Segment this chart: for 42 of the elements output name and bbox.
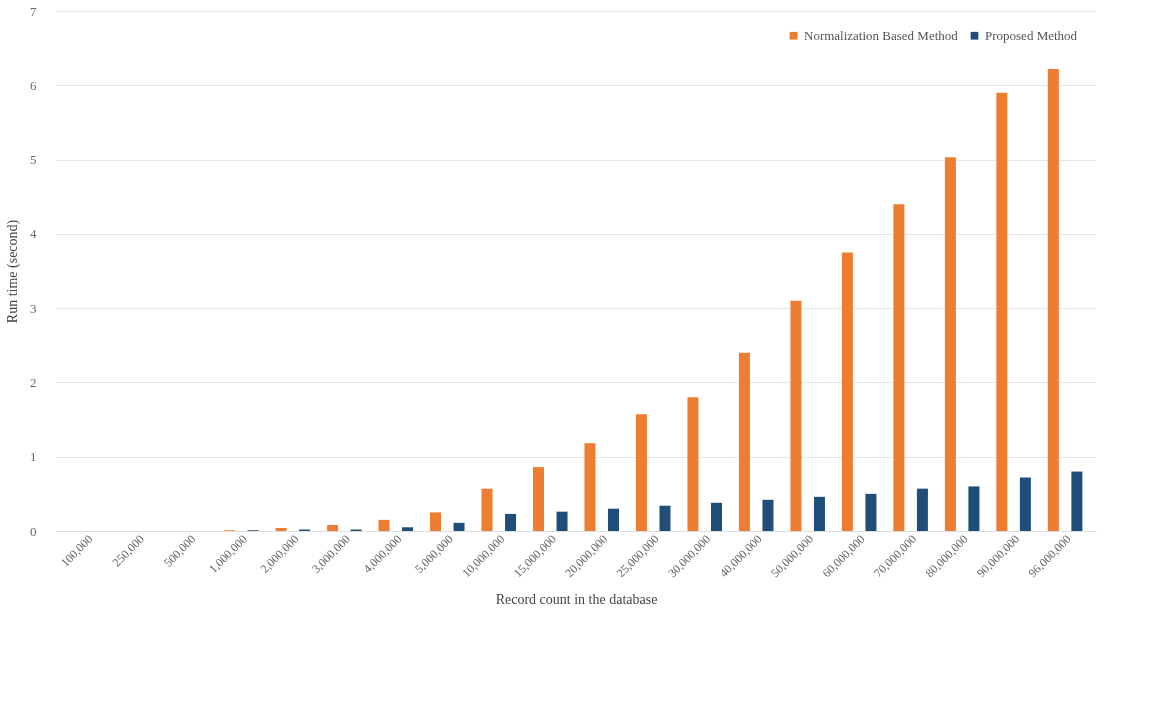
bar xyxy=(430,512,442,531)
bar xyxy=(659,505,671,531)
y-tick-label: 5 xyxy=(30,152,37,168)
bar xyxy=(865,493,877,531)
bar xyxy=(1019,477,1031,531)
bar xyxy=(1047,68,1059,531)
bar xyxy=(813,496,825,531)
bar xyxy=(893,204,905,531)
bar xyxy=(687,397,699,531)
bar xyxy=(1071,471,1083,531)
y-tick-label: 4 xyxy=(30,226,37,242)
y-tick-label: 3 xyxy=(30,300,37,316)
bar xyxy=(532,467,544,531)
x-axis-title: Record count in the database xyxy=(495,592,658,608)
y-tick-label: 6 xyxy=(30,77,37,93)
bar xyxy=(556,511,568,531)
bar xyxy=(453,522,465,531)
bar xyxy=(762,499,774,531)
y-tick-label: 2 xyxy=(30,374,37,390)
bar xyxy=(327,525,339,531)
bar xyxy=(710,502,722,531)
bar xyxy=(378,519,390,531)
bar xyxy=(584,443,596,531)
legend-label: Normalization Based Method xyxy=(804,27,959,43)
legend-label: Proposed Method xyxy=(985,27,1078,43)
bar xyxy=(996,92,1008,531)
bar xyxy=(968,486,980,531)
bar xyxy=(841,252,853,531)
bar xyxy=(738,352,750,531)
bar xyxy=(944,157,956,531)
bar xyxy=(608,508,620,531)
y-axis-title: Run time (second) xyxy=(5,219,21,324)
bar xyxy=(505,513,517,531)
y-tick-label: 0 xyxy=(30,523,37,539)
bar xyxy=(916,488,928,531)
y-tick-label: 7 xyxy=(30,3,37,19)
bar xyxy=(481,488,493,531)
bar xyxy=(402,527,414,531)
y-tick-label: 1 xyxy=(30,449,37,465)
bar xyxy=(275,528,287,531)
bar xyxy=(635,414,647,531)
bar xyxy=(790,300,802,531)
